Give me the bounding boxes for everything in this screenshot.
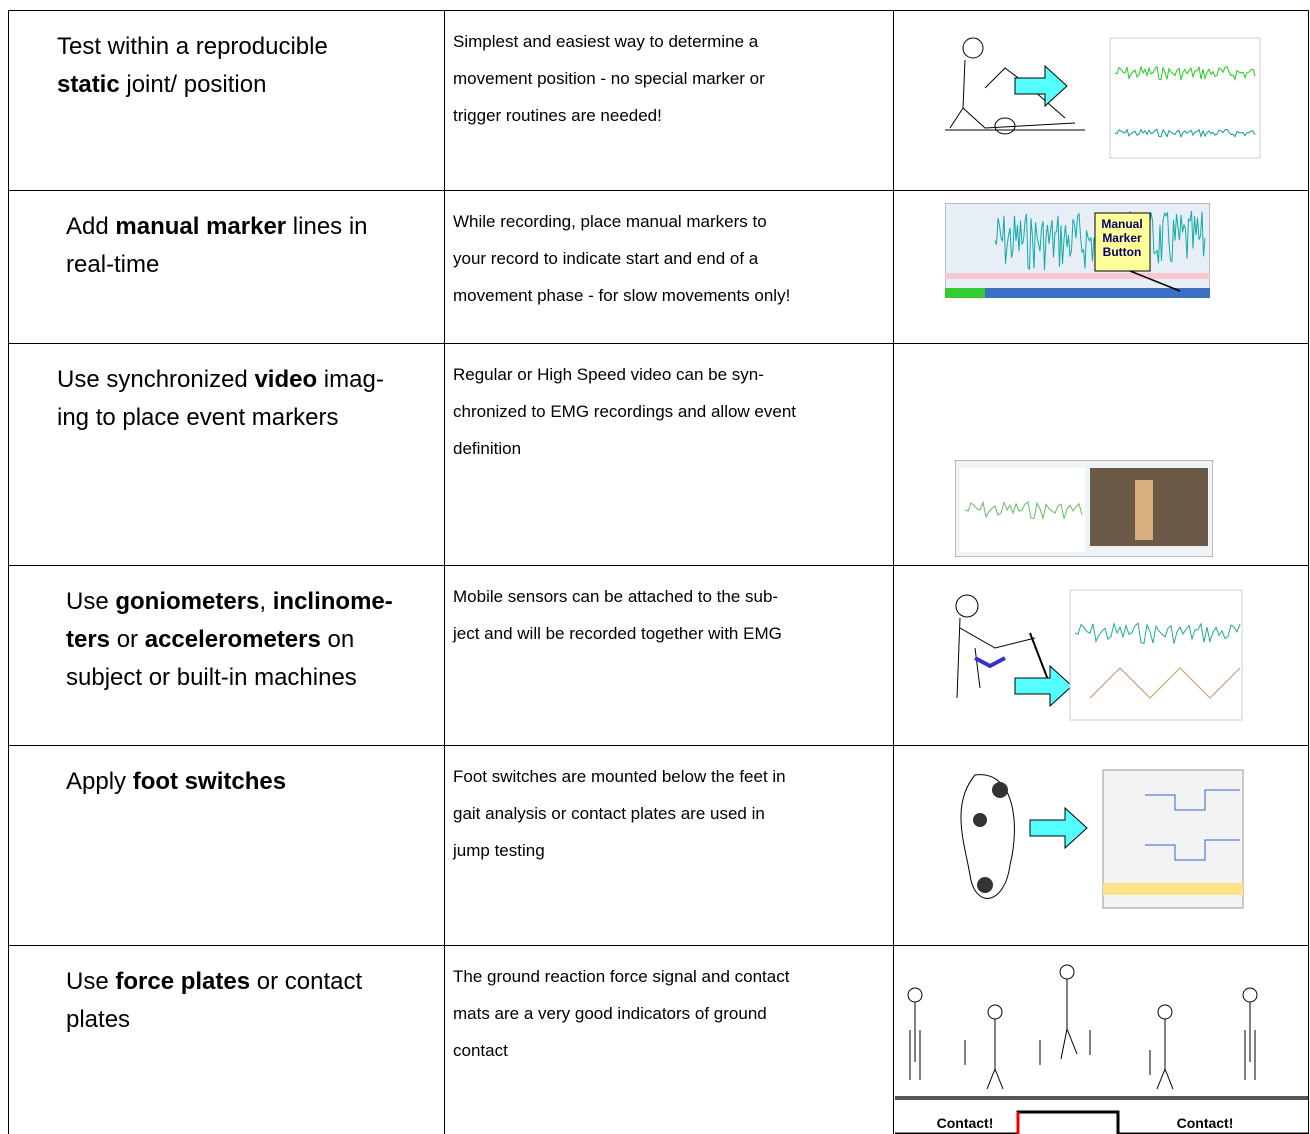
title-run: static: [57, 71, 120, 98]
title-line: ters or accelerometers on: [66, 621, 393, 659]
title-run: ,: [259, 588, 273, 615]
description-line: contact: [453, 1041, 508, 1060]
title-line: static joint/ position: [57, 66, 328, 104]
goniometer-illustration: [955, 589, 1243, 721]
description-line: Mobile sensors can be attached to the su…: [453, 587, 779, 606]
border: [893, 10, 894, 1134]
title-run: Use: [66, 588, 116, 615]
border: [8, 565, 1309, 566]
description-line: chronized to EMG recordings and allow ev…: [453, 402, 797, 421]
static-illustration: [945, 37, 1261, 159]
title-line: subject or built-in machines: [66, 659, 393, 697]
border: [8, 945, 1309, 946]
title-line: Use goniometers, inclinome-: [66, 583, 393, 621]
row-title: Add manual marker lines in real-time: [66, 208, 368, 284]
marker-screenshot: Manual Marker Button: [945, 203, 1210, 298]
image-label: Manual: [1101, 217, 1142, 231]
title-run: Test within a reproducible: [57, 33, 328, 60]
description-line: trigger routines are needed!: [453, 106, 662, 125]
image-label: Contact!: [1177, 1115, 1234, 1131]
title-line: Test within a reproducible: [57, 28, 328, 66]
row-title: Use goniometers, inclinome-ters or accel…: [66, 583, 393, 697]
border: [8, 343, 1309, 344]
title-run: subject or built-in machines: [66, 664, 357, 691]
row-title: Test within a reproducible static joint/ …: [57, 28, 328, 104]
image-label: Button: [1103, 245, 1142, 259]
title-run: ing to place event markers: [57, 404, 339, 431]
description-line: mats are a very good indicators of groun…: [453, 1004, 767, 1023]
title-line: plates: [66, 1001, 362, 1039]
image-label: Contact!: [937, 1115, 994, 1131]
row-title: Use force plates or contact plates: [66, 963, 362, 1039]
row-description: The ground reaction force signal and con…: [453, 958, 789, 1069]
title-run: or contact: [250, 968, 363, 995]
description-line: movement phase - for slow movements only…: [453, 286, 791, 305]
force-plate-illustration: Contact! Contact!: [895, 964, 1308, 1134]
description-line: your record to indicate start and end of…: [453, 249, 759, 268]
title-run: inclinome-: [272, 588, 393, 615]
border: [444, 10, 445, 1134]
row-title: Use synchronized video imag-ing to place…: [57, 361, 384, 437]
row-description: While recording, place manual markers to…: [453, 203, 790, 314]
title-run: accelerometers: [144, 626, 321, 653]
description-line: jump testing: [453, 841, 545, 860]
border: [1308, 10, 1309, 1134]
title-run: real-time: [66, 251, 160, 278]
border: [8, 745, 1309, 746]
title-run: on: [320, 626, 355, 653]
row-description: Simplest and easiest way to determine a m…: [453, 23, 765, 134]
row-description: Mobile sensors can be attached to the su…: [453, 578, 782, 652]
title-run: joint/ position: [119, 71, 267, 98]
border: [8, 10, 9, 1134]
title-run: force plates: [115, 968, 251, 995]
row-title: Apply foot switches: [66, 763, 286, 801]
title-line: real-time: [66, 246, 368, 284]
description-line: Simplest and easiest way to determine a: [453, 32, 759, 51]
image-label: Marker: [1102, 231, 1142, 245]
row-description: Foot switches are mounted below the feet…: [453, 758, 786, 869]
title-run: video: [254, 366, 318, 393]
title-line: Use synchronized video imag-: [57, 361, 384, 399]
title-run: ters: [66, 626, 111, 653]
description-line: definition: [453, 439, 522, 458]
title-line: ing to place event markers: [57, 399, 384, 437]
description-line: ject and will be recorded together with …: [453, 624, 782, 643]
title-run: manual marker: [115, 213, 287, 240]
description-line: Foot switches are mounted below the feet…: [453, 767, 786, 786]
title-line: Use force plates or contact: [66, 963, 362, 1001]
title-run: imag-: [317, 366, 384, 393]
border: [8, 10, 1309, 11]
row-description: Regular or High Speed video can be syn-c…: [453, 356, 796, 467]
description-line: While recording, place manual markers to: [453, 212, 767, 231]
title-run: Apply: [66, 768, 133, 795]
video-screenshot: [955, 460, 1213, 557]
title-line: Apply foot switches: [66, 763, 286, 801]
description-line: gait analysis or contact plates are used…: [453, 804, 765, 823]
title-line: Add manual marker lines in: [66, 208, 368, 246]
title-run: foot switches: [132, 768, 287, 795]
foot-switch-illustration: [960, 769, 1244, 909]
title-run: Use: [66, 968, 116, 995]
border: [8, 190, 1309, 191]
title-run: plates: [66, 1006, 131, 1033]
title-run: or: [110, 626, 145, 653]
description-line: movement position - no special marker or: [453, 69, 765, 88]
title-run: Add: [66, 213, 116, 240]
description-line: The ground reaction force signal and con…: [453, 967, 790, 986]
title-run: lines in: [286, 213, 368, 240]
description-line: Regular or High Speed video can be syn-: [453, 365, 764, 384]
title-run: Use synchronized: [57, 366, 255, 393]
title-run: goniometers: [115, 588, 260, 615]
